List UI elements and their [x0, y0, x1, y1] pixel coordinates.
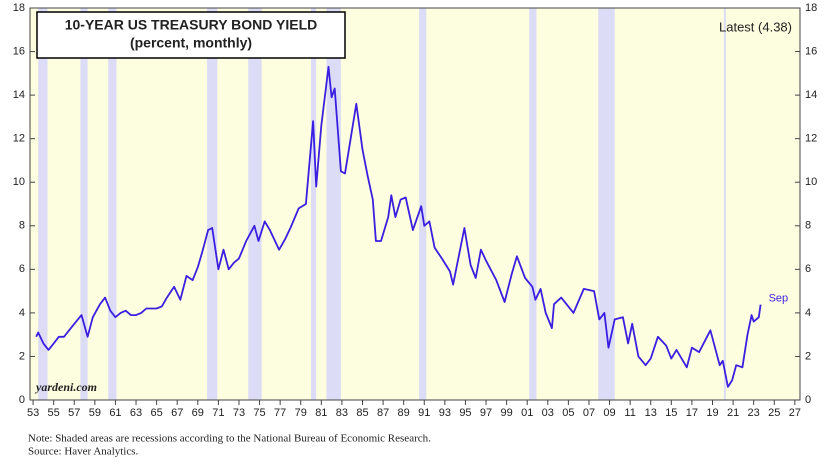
- x-tick-label: 59: [89, 407, 101, 419]
- x-tick-label: 57: [68, 407, 80, 419]
- chart-title: 10-YEAR US TREASURY BOND YIELD: [65, 17, 318, 33]
- x-tick-label: 07: [583, 407, 595, 419]
- x-tick-label: 23: [748, 407, 760, 419]
- x-tick-label: 93: [439, 407, 451, 419]
- y2-tick-label: 10: [805, 176, 817, 188]
- x-tick-label: 55: [48, 407, 60, 419]
- x-tick-label: 97: [480, 407, 492, 419]
- x-tick-label: 25: [768, 407, 780, 419]
- y2-tick-label: 8: [805, 220, 811, 232]
- x-tick-label: 05: [562, 407, 574, 419]
- x-tick-label: 95: [459, 407, 471, 419]
- x-tick-label: 65: [150, 407, 162, 419]
- x-tick-label: 85: [356, 407, 368, 419]
- x-tick-label: 19: [706, 407, 718, 419]
- x-tick-label: 63: [130, 407, 142, 419]
- x-tick-label: 15: [665, 407, 677, 419]
- end-label: Sep: [769, 293, 789, 305]
- y-tick-label: 6: [19, 263, 25, 275]
- y-tick-label: 18: [13, 2, 25, 14]
- x-tick-label: 11: [624, 407, 635, 419]
- x-tick-label: 13: [645, 407, 657, 419]
- y-tick-label: 10: [13, 176, 25, 188]
- y-tick-label: 4: [19, 307, 25, 319]
- recession-band: [248, 8, 262, 400]
- x-tick-label: 61: [109, 407, 121, 419]
- plot-frame: [29, 7, 801, 401]
- x-tick-label: 03: [542, 407, 554, 419]
- footnote: Source: Haver Analytics.: [28, 446, 139, 458]
- x-tick-label: 75: [253, 407, 265, 419]
- y2-tick-label: 14: [805, 89, 817, 101]
- chart-subtitle: (percent, monthly): [130, 35, 252, 51]
- recession-band: [38, 8, 48, 400]
- x-tick-label: 79: [295, 407, 307, 419]
- y2-tick-label: 16: [805, 45, 817, 57]
- watermark: yardeni.com: [34, 380, 97, 394]
- recession-band: [598, 8, 615, 400]
- plot-background: [30, 8, 800, 400]
- y-tick-label: 2: [19, 350, 25, 362]
- recession-band: [207, 8, 218, 400]
- x-tick-label: 99: [500, 407, 512, 419]
- title-box: [36, 11, 346, 59]
- y2-tick-label: 6: [805, 263, 811, 275]
- yield-line: [35, 65, 762, 388]
- x-tick-label: 69: [192, 407, 204, 419]
- recession-band: [326, 8, 341, 400]
- x-tick-label: 91: [418, 407, 430, 419]
- x-tick-label: 89: [398, 407, 410, 419]
- x-tick-label: 71: [212, 407, 224, 419]
- x-tick-label: 09: [603, 407, 615, 419]
- y-tick-label: 8: [19, 220, 25, 232]
- y2-tick-label: 18: [805, 2, 817, 14]
- recession-band: [108, 8, 117, 400]
- x-tick-label: 53: [27, 407, 39, 419]
- y-tick-label: 14: [13, 89, 25, 101]
- x-tick-label: 81: [315, 407, 327, 419]
- y2-tick-label: 12: [805, 133, 817, 145]
- x-tick-label: 83: [336, 407, 348, 419]
- x-tick-label: 77: [274, 407, 286, 419]
- y2-tick-label: 4: [805, 307, 811, 319]
- y-tick-label: 12: [13, 133, 25, 145]
- recession-band: [723, 8, 726, 400]
- x-tick-label: 27: [789, 407, 801, 419]
- x-tick-label: 67: [171, 407, 183, 419]
- x-tick-label: 73: [233, 407, 245, 419]
- x-tick-label: 17: [686, 407, 698, 419]
- x-tick-label: 21: [727, 407, 739, 419]
- latest-annotation: Latest (4.38): [719, 19, 792, 34]
- y-tick-label: 0: [19, 394, 25, 406]
- recession-band: [80, 8, 88, 400]
- y2-tick-label: 2: [805, 350, 811, 362]
- recession-band: [311, 8, 317, 400]
- x-tick-label: 87: [377, 407, 389, 419]
- x-tick-label: 01: [521, 407, 533, 419]
- recession-band: [529, 8, 537, 400]
- y-tick-label: 16: [13, 45, 25, 57]
- y2-tick-label: 0: [805, 394, 811, 406]
- footnote: Note: Shaded areas are recessions accord…: [28, 433, 431, 445]
- recession-band: [419, 8, 427, 400]
